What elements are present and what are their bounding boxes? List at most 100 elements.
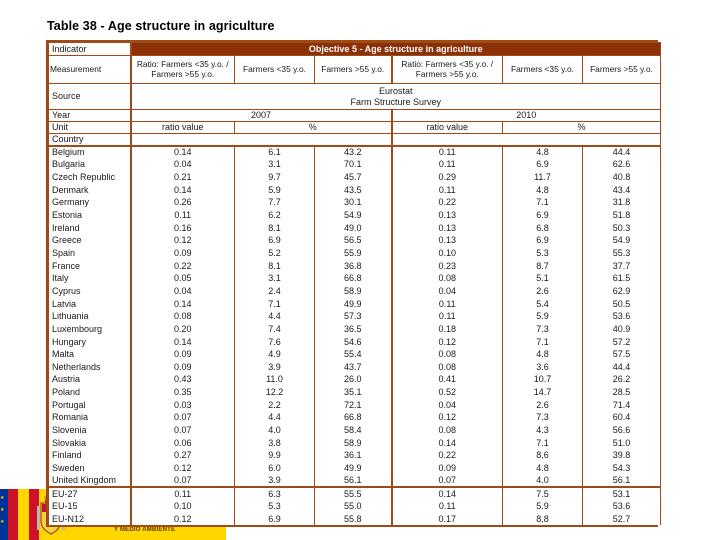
unit-value: % [501, 121, 662, 134]
value-cell: 55.8 [314, 512, 392, 526]
value-cell: 28.5 [581, 385, 662, 399]
country-name: Hungary [48, 335, 132, 348]
unit-value: ratio value [130, 121, 235, 134]
country-name: Denmark [48, 183, 132, 197]
value-cell: 5.9 [502, 310, 583, 323]
country-name: Czech Republic [48, 170, 132, 184]
value-cell: 57.3 [314, 310, 392, 323]
value-cell: 9.9 [234, 449, 315, 462]
value-cell: 30.1 [314, 196, 392, 209]
eu-rows: EU-27 0.11 6.3 55.5 0.14 7.5 53.1 EU-15 0.10 5.3 5… [48, 486, 662, 526]
table-row: Austria 0.43 11.0 26.0 0.41 10.7 26.2 [48, 373, 662, 386]
value-cell: 0.04 [390, 398, 503, 412]
value-cell: 0.11 [390, 158, 503, 171]
value-cell: 40.9 [581, 322, 662, 336]
measurement-col-header: Farmers <35 y.o. [234, 55, 315, 84]
table-row: Portugal 0.03 2.2 72.1 0.04 2.6 71.4 [48, 398, 662, 412]
value-cell: 57.2 [581, 335, 662, 348]
value-cell: 26.0 [314, 373, 392, 386]
value-cell: 8.8 [502, 512, 583, 526]
country-name: France [48, 259, 132, 273]
value-cell: 0.11 [390, 310, 503, 323]
value-cell: 2.2 [234, 398, 315, 412]
value-cell: 8.6 [502, 449, 583, 462]
measurement-col-header: Farmers >55 y.o. [314, 55, 392, 84]
table-row: Slovakia 0.06 3.8 58.9 0.14 7.1 51.0 [48, 436, 662, 450]
value-cell: 0.14 [390, 486, 503, 500]
value-cell: 8.1 [234, 221, 315, 235]
country-name: Luxembourg [48, 322, 132, 336]
value-cell: 54.6 [314, 335, 392, 348]
unit-value: % [234, 121, 392, 134]
table-header-rows: Indicator Objective 5 - Age structure in… [48, 42, 662, 147]
value-cell: 0.11 [390, 499, 503, 513]
value-cell: 0.08 [130, 310, 235, 323]
spain-flag-red-band [8, 489, 18, 540]
country-name: Malta [48, 348, 132, 361]
value-cell: 0.29 [390, 170, 503, 184]
country-name: Netherlands [48, 360, 132, 374]
value-cell: 0.18 [390, 322, 503, 336]
table-row: Ireland 0.16 8.1 49.0 0.13 6.8 50.3 [48, 221, 662, 235]
value-cell: 37.7 [581, 259, 662, 273]
table-row: Bulgaria 0.04 3.1 70.1 0.11 6.9 62.6 [48, 158, 662, 171]
value-cell: 56.1 [581, 474, 662, 488]
value-cell: 45.7 [314, 170, 392, 184]
value-cell: 0.11 [130, 208, 235, 222]
value-cell: 0.13 [390, 221, 503, 235]
table-row: Romania 0.07 4.4 66.8 0.12 7.3 60.4 [48, 411, 662, 424]
country-name: Portugal [48, 398, 132, 412]
table-row: Estonia 0.11 6.2 54.9 0.13 6.9 51.8 [48, 208, 662, 222]
source-row: Source Eurostat Farm Structure Survey [48, 83, 662, 110]
value-cell: 5.9 [502, 499, 583, 513]
value-cell: 4.8 [502, 348, 583, 361]
table-row: France 0.22 8.1 36.8 0.23 8.7 37.7 [48, 259, 662, 273]
value-cell: 7.1 [502, 335, 583, 348]
value-cell: 0.14 [130, 297, 235, 311]
value-cell: 54.9 [581, 234, 662, 247]
table-row: Cyprus 0.04 2.4 58.9 0.04 2.6 62.9 [48, 284, 662, 298]
country-name: EU-N12 [48, 512, 132, 526]
value-cell: 6.9 [502, 208, 583, 222]
value-cell: 11.7 [502, 170, 583, 184]
value-cell: 0.11 [130, 486, 235, 500]
measurement-label: Measurement [48, 55, 132, 84]
value-cell: 0.12 [130, 512, 235, 526]
value-cell: 43.7 [314, 360, 392, 374]
value-cell: 3.1 [234, 158, 315, 171]
unit-value: ratio value [390, 121, 503, 134]
value-cell: 12.2 [234, 385, 315, 399]
value-cell: 0.20 [130, 322, 235, 336]
value-cell: 4.4 [234, 310, 315, 323]
table-row: EU-N12 0.12 6.9 55.8 0.17 8.8 52.7 [48, 512, 662, 526]
value-cell: 72.1 [314, 398, 392, 412]
value-cell: 66.8 [314, 411, 392, 424]
value-cell: 5.3 [234, 499, 315, 513]
value-cell: 0.10 [130, 499, 235, 513]
measurement-col-header: Ratio: Farmers <35 y.o. / Farmers >55 y.… [130, 55, 235, 84]
country-name: EU-27 [48, 486, 132, 500]
source-line2: Farm Structure Survey [350, 96, 442, 107]
value-cell: 0.09 [130, 348, 235, 361]
value-cell: 0.11 [390, 183, 503, 197]
value-cell: 50.5 [581, 297, 662, 311]
value-cell: 0.04 [130, 284, 235, 298]
value-cell: 51.8 [581, 208, 662, 222]
table-row: Malta 0.09 4.9 55.4 0.08 4.8 57.5 [48, 348, 662, 361]
value-cell: 0.07 [130, 411, 235, 424]
table-row: EU-27 0.11 6.3 55.5 0.14 7.5 53.1 [48, 486, 662, 500]
value-cell: 53.6 [581, 310, 662, 323]
value-cell: 0.07 [130, 474, 235, 488]
value-cell: 43.2 [314, 145, 392, 159]
value-cell: 0.22 [390, 196, 503, 209]
value-cell: 8.7 [502, 259, 583, 273]
value-cell: 0.13 [390, 234, 503, 247]
country-label: Country [48, 133, 132, 147]
table-row: Greece 0.12 6.9 56.5 0.13 6.9 54.9 [48, 234, 662, 247]
value-cell: 7.1 [234, 297, 315, 311]
year-2007: 2007 [130, 109, 392, 122]
value-cell: 56.6 [581, 423, 662, 437]
year-label: Year [48, 109, 132, 122]
eu-star-icon: ★ [0, 507, 5, 513]
